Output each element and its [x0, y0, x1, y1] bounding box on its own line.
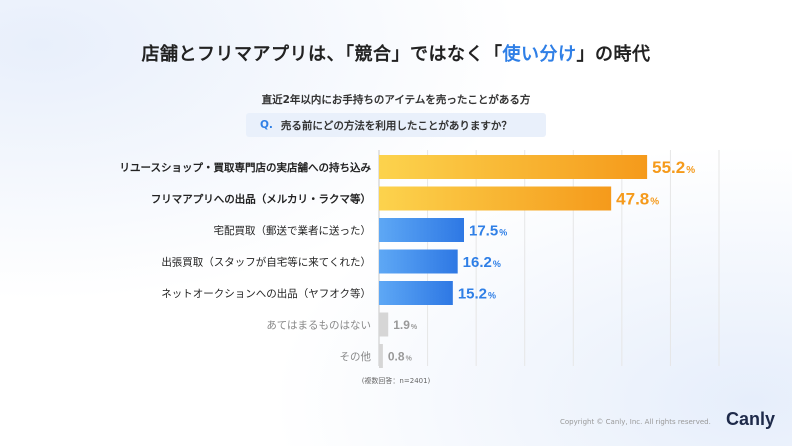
category-label: 出張買取（スタッフが自宅等に来てくれた）: [161, 256, 371, 269]
value-label: 16.2%: [463, 254, 501, 271]
question-prefix: Q.: [260, 119, 273, 131]
category-label: 宅配買取（郵送で業者に送った）: [214, 224, 372, 237]
bar: [379, 186, 612, 211]
subtitle: 直近2年以内にお手持ちのアイテムを売ったことがある方: [261, 94, 531, 106]
bar: [379, 281, 453, 305]
canly-logo: Canly: [726, 409, 776, 429]
question-text: 売る前にどの方法を利用したことがありますか？: [280, 119, 512, 132]
value-label: 1.9%: [393, 318, 418, 332]
sample-note: (複数回答：n=2401): [361, 377, 431, 385]
title-pre: 店舗とフリマアプリは、「競合」ではなく「: [141, 44, 503, 65]
category-label: ネットオークションへの出品（ヤフオク等）: [161, 287, 371, 300]
value-label: 15.2%: [458, 285, 496, 302]
category-label: その他: [340, 350, 372, 363]
category-label: フリマアプリへの出品（メルカリ・ラクマ等）: [151, 193, 371, 206]
page-title: 店舗とフリマアプリは、「競合」ではなく「使い分け」の時代: [0, 40, 792, 66]
value-label: 0.8%: [388, 349, 413, 363]
bar: [379, 312, 389, 337]
copyright: Copyright © Canly, Inc. All rights reser…: [560, 418, 711, 426]
question-box: Q. 売る前にどの方法を利用したことがありますか？: [246, 113, 546, 137]
value-label: 47.8%: [616, 190, 659, 209]
bar: [379, 218, 464, 242]
category-label: あてはまるものはない: [266, 320, 371, 332]
category-label: リユースショップ・買取専門店の実店舗への持ち込み: [120, 161, 372, 174]
title-highlight: 使い分け: [502, 44, 577, 65]
bar: [379, 344, 383, 368]
bar: [379, 155, 648, 179]
value-label: 55.2%: [652, 158, 695, 177]
title-post: 」の時代: [576, 44, 651, 65]
bar: [379, 249, 458, 274]
value-label: 17.5%: [469, 222, 507, 239]
